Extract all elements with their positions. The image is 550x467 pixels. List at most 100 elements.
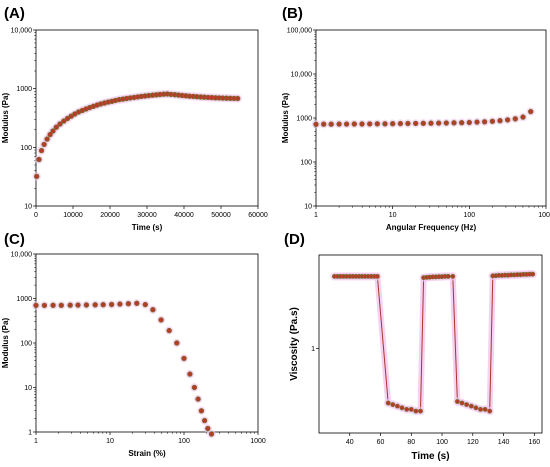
data-point [504, 117, 511, 123]
data-point [100, 302, 106, 308]
data-point [404, 406, 410, 412]
data-point [408, 406, 414, 412]
y-tick-label: 10 [304, 204, 312, 211]
data-point [125, 301, 132, 307]
x-tick-label: 100 [178, 438, 190, 445]
panel-label: (A) [4, 5, 25, 22]
data-point [418, 408, 423, 414]
data-point [142, 301, 149, 308]
x-tick-label: 100 [463, 212, 475, 219]
x-tick-label: 10 [389, 212, 397, 219]
x-tick-label: 40000 [174, 212, 194, 219]
data-point [481, 119, 488, 125]
plot-frame [318, 254, 543, 434]
data-point [33, 173, 40, 180]
data-point [436, 120, 442, 126]
data-point [67, 302, 73, 308]
data-point [390, 120, 396, 127]
data-point [38, 147, 45, 154]
y-axis-label: Modulus (Pa) [1, 93, 10, 144]
data-point [413, 120, 419, 127]
data-point [57, 121, 63, 127]
data-point [489, 118, 496, 125]
data-point [385, 400, 391, 406]
data-point [359, 121, 365, 127]
data-point [181, 355, 187, 362]
data-point [374, 121, 380, 127]
data-point [75, 302, 81, 308]
y-tick-label: 100 [20, 341, 32, 348]
data-point [58, 302, 64, 308]
y-tick-label: 1 [28, 430, 32, 437]
data-point [158, 317, 164, 323]
data-point [459, 119, 465, 126]
x-tick-label: 1 [34, 438, 38, 445]
chart-panel-d: (D) 40 60 80 100 120 140 160 1 Time (s) Viscosity … [284, 231, 543, 462]
data-point [394, 403, 400, 409]
data-point [473, 405, 479, 411]
panel-label: (C) [4, 231, 25, 248]
data-point [512, 116, 518, 122]
y-tick-label: 10 [24, 385, 32, 392]
y-tick-label: 10 [24, 204, 32, 211]
data-point [466, 119, 472, 126]
data-point [44, 136, 50, 142]
data-point [343, 121, 350, 127]
data-point [134, 300, 140, 306]
data-point [187, 371, 193, 377]
data-point [520, 114, 526, 120]
data-point [61, 118, 67, 124]
x-tick-label: 1000 [250, 438, 266, 445]
data-point [47, 131, 53, 138]
y-axis-label: Modulus (Pa) [1, 318, 10, 369]
x-tick-label: 10 [106, 438, 114, 445]
y-tick-label: 10,000 [11, 28, 33, 35]
x-tick-label: 60000 [248, 212, 268, 219]
data-point [50, 128, 56, 134]
data-point [390, 402, 396, 407]
data-point [83, 302, 90, 308]
chart-panel-b: (B)110100100010100100010,000100,000Angul… [281, 5, 550, 232]
y-tick-label: 1 [311, 346, 315, 353]
data-point [50, 302, 56, 308]
series-halo [334, 271, 533, 415]
data-point [468, 403, 474, 409]
x-tick-label: 60 [377, 439, 385, 446]
chart-panel-a: (A) 0 10000 20000 30000 40000 50000 60000 10 100 1… [1, 5, 268, 232]
y-tick-label: 100,000 [287, 28, 312, 35]
data-point [527, 108, 534, 115]
panel-label: (D) [284, 231, 305, 248]
y-tick-label: 1000 [296, 116, 312, 123]
x-tick-label: 10000 [63, 212, 83, 219]
data-point [321, 121, 327, 127]
x-tick-label: 40 [346, 439, 354, 446]
data-point [382, 121, 388, 127]
data-point [413, 408, 419, 414]
data-point [459, 400, 465, 406]
data-point [117, 301, 123, 307]
x-tick-label: 160 [528, 439, 540, 446]
x-tick-label: 0 [34, 212, 38, 219]
y-tick-label: 1000 [16, 296, 32, 303]
data-point [443, 120, 449, 126]
data-point [53, 124, 59, 130]
data-point [487, 408, 493, 414]
y-tick-label: 100 [300, 160, 312, 167]
data-point [464, 402, 469, 407]
data-point [108, 301, 115, 308]
x-axis-label: Time (s) [132, 223, 163, 232]
x-tick-label: 100 [436, 439, 448, 446]
data-point [198, 408, 205, 414]
x-axis-label: Strain (%) [128, 449, 166, 458]
data-point [41, 302, 48, 309]
data-point [397, 120, 404, 127]
x-axis-label: Angular Frequency (Hz) [386, 223, 477, 232]
data-point [166, 327, 172, 334]
data-point [450, 273, 456, 279]
data-point [454, 399, 460, 404]
x-tick-label: 50000 [211, 212, 231, 219]
data-point [174, 340, 180, 346]
y-tick-label: 1000 [16, 86, 32, 93]
data-point [41, 141, 47, 148]
